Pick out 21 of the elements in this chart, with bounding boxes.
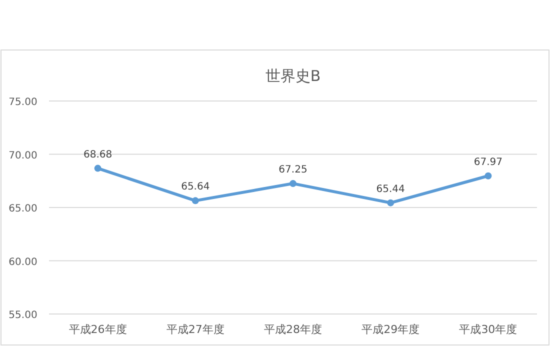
data-label: 67.25: [278, 164, 308, 176]
x-tick-label: 平成29年度: [362, 323, 420, 336]
y-tick-label: 65.00: [8, 204, 38, 214]
y-tick-label: 55.00: [8, 310, 38, 321]
x-tick-label: 平成26年度: [68, 323, 127, 336]
data-label: 65.64: [181, 182, 210, 193]
x-tick-label: 平成27年度: [166, 323, 224, 336]
y-tick-label: 70.00: [8, 150, 38, 162]
y-tick-label: 60.00: [8, 256, 38, 268]
point: [192, 197, 199, 204]
data-label: 67.97: [474, 156, 503, 168]
point: [94, 164, 102, 172]
x-tick-label: 平成30年度: [459, 323, 518, 336]
data-label: 65.44: [376, 184, 405, 195]
data-label: 68.68: [83, 149, 112, 160]
x-tick-label: 平成28年度: [264, 323, 322, 336]
y-tick-label: 75.00: [8, 97, 38, 108]
chart-title: 世界史B: [265, 67, 321, 85]
point: [290, 180, 296, 188]
point: [484, 172, 492, 180]
point: [387, 199, 394, 206]
